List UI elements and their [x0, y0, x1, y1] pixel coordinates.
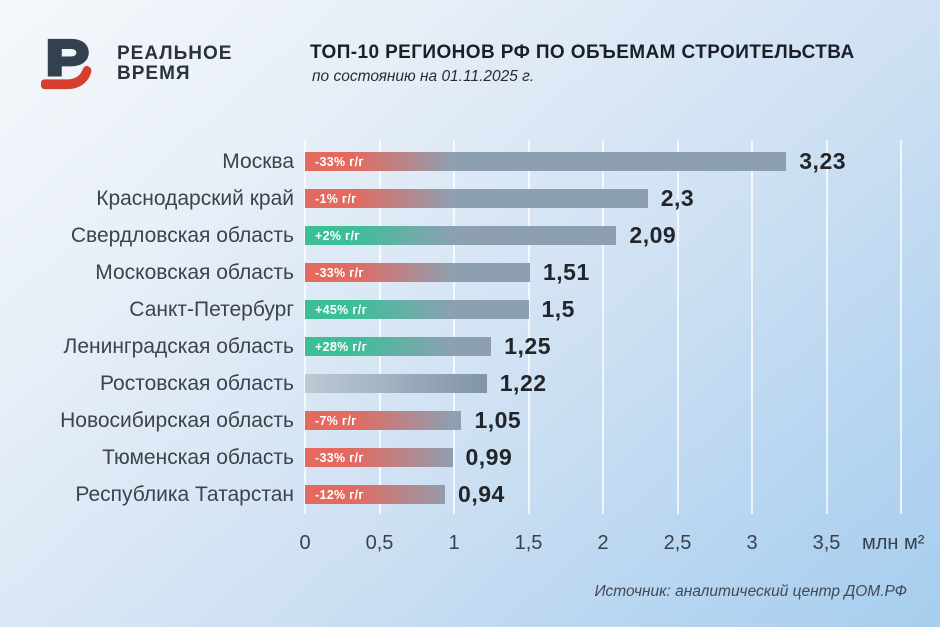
x-axis-tick: 3,5 [812, 532, 841, 554]
chart-row: Республика Татарстан -12% г/г 0,94 [10, 476, 932, 513]
chart-row: Ленинградская область +28% г/г 1,25 [10, 328, 932, 365]
gridline [676, 140, 679, 514]
x-axis-tick: 0 [299, 532, 311, 554]
bar-area: -12% г/г 0,94 [305, 476, 932, 513]
bar: +2% г/г [305, 226, 617, 245]
logo-wordmark: РЕАЛЬНОЕ ВРЕМЯ [117, 44, 232, 84]
value-label: 2,09 [629, 222, 677, 248]
axis-unit-label: млн м² [862, 532, 925, 554]
value-label: 1,05 [474, 407, 522, 433]
chart-row: Ростовская область 1,22 [10, 365, 932, 402]
bar: +28% г/г [305, 337, 492, 356]
category-label: Свердловская область [70, 223, 294, 247]
bar-area: -1% г/г 2,3 [305, 180, 932, 217]
category-label: Новосибирская область [60, 408, 294, 432]
chart-row: Свердловская область +2% г/г 2,09 [10, 217, 932, 254]
bar-area: 1,22 [305, 365, 932, 402]
category-label: Ростовская область [99, 371, 294, 395]
gridline [304, 140, 306, 514]
gridline [527, 140, 530, 514]
chart-title: ТОП-10 РЕГИОНОВ РФ ПО ОБЪЕМАМ СТРОИТЕЛЬС… [310, 42, 855, 63]
category-label: Ленинградская область [63, 334, 294, 358]
x-axis-tick: 0,5 [365, 532, 394, 554]
gridline [602, 140, 604, 514]
bar: -1% г/г [305, 189, 648, 208]
yoy-badge: -33% г/г [315, 154, 364, 169]
value-label: 1,25 [504, 333, 552, 359]
value-label: 1,5 [541, 296, 575, 322]
chart-row: Тюменская область -33% г/г 0,99 [10, 439, 932, 476]
x-axis-tick: 2,5 [663, 532, 692, 554]
category-label: Московская область [95, 260, 294, 284]
bar [305, 374, 487, 393]
value-label: 2,3 [660, 185, 695, 211]
value-label: 1,22 [499, 370, 547, 396]
bar-area: +2% г/г 2,09 [305, 217, 932, 254]
yoy-badge: +28% г/г [315, 339, 368, 354]
bar-area: -33% г/г 0,99 [305, 439, 932, 476]
yoy-badge: -12% г/г [315, 487, 364, 502]
x-axis-tick: 3 [746, 532, 758, 554]
gridline [900, 140, 902, 514]
category-label: Санкт-Петербург [129, 297, 294, 321]
bar-rows: Москва -33% г/г 3,23 Краснодарский край -1% … [10, 143, 932, 513]
bar: +45% г/г [305, 300, 529, 319]
realnoe-vremya-logo: РЕАЛЬНОЕ ВРЕМЯ [30, 37, 232, 91]
x-axis-tick: 1,5 [514, 532, 543, 554]
category-label: Краснодарский край [96, 186, 294, 210]
chart-row: Новосибирская область -7% г/г 1,05 [10, 402, 932, 439]
bar: -33% г/г [305, 152, 787, 171]
yoy-badge: +2% г/г [315, 228, 360, 243]
gridlines [304, 140, 915, 514]
logo-v-icon [41, 38, 92, 90]
yoy-badge: -7% г/г [315, 413, 357, 428]
yoy-badge: -33% г/г [315, 450, 364, 465]
x-axis-tick: 1 [448, 532, 460, 554]
yoy-badge: -1% г/г [315, 191, 357, 206]
gridline [453, 140, 455, 514]
logo-word-1: РЕАЛЬНОЕ [117, 43, 233, 64]
category-label: Тюменская область [102, 445, 294, 469]
title-block: ТОП-10 РЕГИОНОВ РФ ПО ОБЪЕМАМ СТРОИТЕЛЬС… [310, 42, 920, 86]
yoy-badge: -33% г/г [315, 265, 364, 280]
bar-area: -33% г/г 3,23 [305, 143, 932, 180]
value-label: 0,99 [465, 444, 513, 470]
value-label: 0,94 [458, 481, 505, 507]
gridline [751, 140, 753, 514]
bar: -33% г/г [305, 263, 530, 282]
gridline [825, 140, 828, 514]
value-label: 1,51 [542, 259, 590, 285]
x-axis: млн м² 0 0,5 1 1,5 2 2,5 3 3,5 [299, 532, 925, 560]
category-label: Москва [222, 149, 294, 173]
x-axis-tick: 2 [597, 532, 609, 554]
bar-area: +45% г/г 1,5 [305, 291, 932, 328]
chart-row: Москва -33% г/г 3,23 [10, 143, 932, 180]
bar-area: -7% г/г 1,05 [305, 402, 932, 439]
bar: -33% г/г [305, 448, 453, 467]
logo-word-2: ВРЕМЯ [117, 63, 191, 84]
bar: -12% г/г [305, 485, 446, 504]
chart-row: Московская область -33% г/г 1,51 [10, 254, 932, 291]
bar: -7% г/г [305, 411, 462, 430]
chart-subtitle: по состоянию на 01.11.2025 г. [312, 68, 535, 85]
category-label: Республика Татарстан [75, 482, 294, 506]
yoy-badge: +45% г/г [315, 302, 368, 317]
value-label: 3,23 [799, 148, 847, 174]
source-note: Источник: аналитический центр ДОМ.РФ [594, 583, 907, 600]
chart-row: Краснодарский край -1% г/г 2,3 [10, 180, 932, 217]
chart-row: Санкт-Петербург +45% г/г 1,5 [10, 291, 932, 328]
gridline [378, 140, 381, 514]
bar-area: +28% г/г 1,25 [305, 328, 932, 365]
bar-area: -33% г/г 1,51 [305, 254, 932, 291]
